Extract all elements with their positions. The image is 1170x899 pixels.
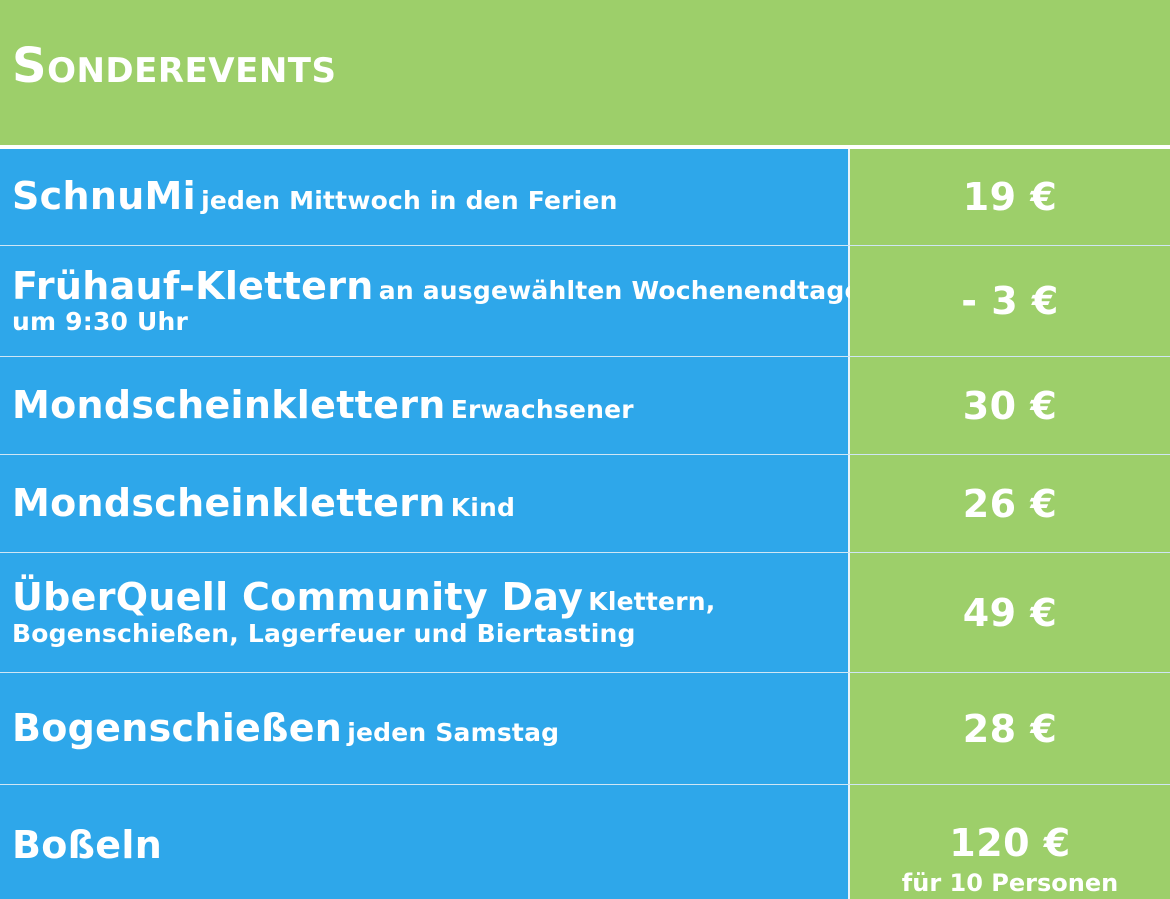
event-price: 28 €: [962, 706, 1058, 751]
table-row: SchnuMi jeden Mittwoch in den Ferien 19 …: [0, 149, 1170, 246]
event-name: ÜberQuell Community Day: [12, 575, 584, 620]
event-name-cell: ÜberQuell Community Day Klettern, Bogens…: [0, 553, 850, 672]
event-price: 30 €: [962, 383, 1058, 428]
event-price-cell: 28 €: [850, 673, 1170, 784]
event-detail: jeden Samstag: [347, 717, 560, 747]
event-name-cell: Boßeln: [0, 785, 850, 899]
table-row: ÜberQuell Community Day Klettern, Bogens…: [0, 553, 1170, 673]
table-row: Mondscheinklettern Erwachsener 30 €: [0, 357, 1170, 455]
event-detail: an ausgewählten Wochenendtagen: [378, 275, 880, 305]
event-price-cell: 49 €: [850, 553, 1170, 672]
event-name: Boßeln: [12, 823, 163, 868]
event-detail: Erwachsener: [450, 394, 634, 424]
event-detail-continued: Bogenschießen, Lagerfeuer und Biertastin…: [12, 618, 636, 648]
event-price-cell: - 3 €: [850, 246, 1170, 356]
event-price: 19 €: [962, 175, 1058, 219]
header-banner: Sonderevents: [0, 0, 1170, 145]
event-name: Mondscheinklettern: [12, 480, 446, 525]
table-row: Mondscheinklettern Kind 26 €: [0, 455, 1170, 553]
event-price-cell: 120 € für 10 Personen: [850, 785, 1170, 899]
event-price-cell: 19 €: [850, 149, 1170, 245]
event-name-cell: Mondscheinklettern Erwachsener: [0, 357, 850, 454]
event-detail: Klettern,: [588, 587, 716, 617]
event-name-cell: Frühauf-Klettern an ausgewählten Wochene…: [0, 246, 879, 356]
event-detail-continued: um 9:30 Uhr: [12, 307, 189, 337]
event-name: Bogenschießen: [12, 705, 343, 750]
event-price: 26 €: [962, 481, 1058, 526]
event-name: Mondscheinklettern: [12, 382, 446, 427]
header-divider: [0, 145, 1170, 149]
event-price: - 3 €: [961, 279, 1059, 323]
event-name: SchnuMi: [12, 174, 196, 219]
event-price: 49 €: [962, 590, 1058, 635]
event-detail: jeden Mittwoch in den Ferien: [201, 186, 618, 216]
event-detail: Kind: [450, 492, 516, 522]
table-row: Frühauf-Klettern an ausgewählten Wochene…: [0, 246, 1170, 357]
event-name: Frühauf-Klettern: [12, 263, 374, 308]
event-name-cell: SchnuMi jeden Mittwoch in den Ferien: [0, 149, 850, 245]
events-table: SchnuMi jeden Mittwoch in den Ferien 19 …: [0, 149, 1170, 899]
table-row: Bogenschießen jeden Samstag 28 €: [0, 673, 1170, 785]
event-price-note: für 10 Personen: [901, 869, 1119, 897]
event-name-cell: Bogenschießen jeden Samstag: [0, 673, 850, 784]
page-title: Sonderevents: [12, 38, 337, 94]
event-price-cell: 30 €: [850, 357, 1170, 454]
event-price-cell: 26 €: [850, 455, 1170, 552]
table-row: Boßeln 120 € für 10 Personen: [0, 785, 1170, 899]
event-price: 120 €: [949, 821, 1071, 865]
event-name-cell: Mondscheinklettern Kind: [0, 455, 850, 552]
